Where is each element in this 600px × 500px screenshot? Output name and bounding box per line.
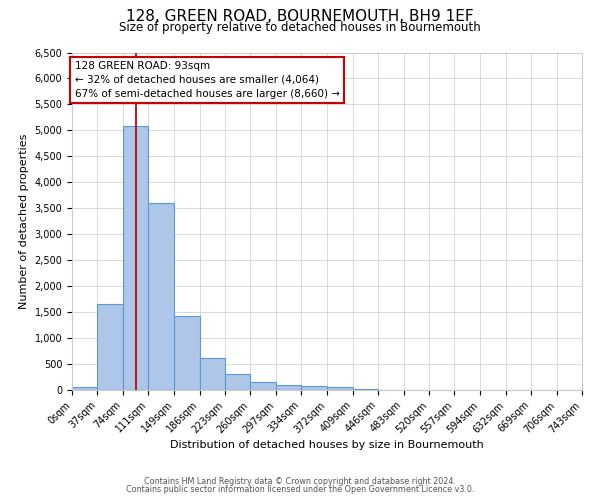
- Bar: [200, 358, 225, 390]
- Bar: [148, 203, 174, 390]
- Bar: [174, 316, 200, 390]
- Bar: [72, 388, 97, 390]
- Bar: [123, 126, 148, 390]
- Y-axis label: Number of detached properties: Number of detached properties: [19, 134, 29, 309]
- Text: Size of property relative to detached houses in Bournemouth: Size of property relative to detached ho…: [119, 21, 481, 34]
- Bar: [97, 304, 123, 390]
- Text: 128 GREEN ROAD: 93sqm
← 32% of detached houses are smaller (4,064)
67% of semi-d: 128 GREEN ROAD: 93sqm ← 32% of detached …: [74, 61, 340, 99]
- Bar: [225, 374, 250, 390]
- X-axis label: Distribution of detached houses by size in Bournemouth: Distribution of detached houses by size …: [170, 440, 484, 450]
- Bar: [276, 385, 301, 390]
- Text: 128, GREEN ROAD, BOURNEMOUTH, BH9 1EF: 128, GREEN ROAD, BOURNEMOUTH, BH9 1EF: [126, 9, 474, 24]
- Bar: [301, 386, 328, 390]
- Bar: [328, 388, 353, 390]
- Text: Contains HM Land Registry data © Crown copyright and database right 2024.: Contains HM Land Registry data © Crown c…: [144, 477, 456, 486]
- Bar: [353, 388, 378, 390]
- Bar: [250, 382, 276, 390]
- Text: Contains public sector information licensed under the Open Government Licence v3: Contains public sector information licen…: [126, 485, 474, 494]
